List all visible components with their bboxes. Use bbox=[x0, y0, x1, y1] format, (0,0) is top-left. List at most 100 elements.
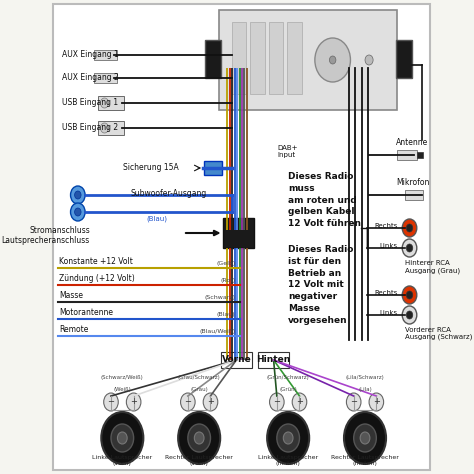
Circle shape bbox=[406, 311, 413, 319]
Text: Hinterer RCA
Ausgang (Grau): Hinterer RCA Ausgang (Grau) bbox=[405, 260, 461, 273]
Text: Dieses Radio
ist für den
Betrieb an
12 Volt mit
negativer
Masse
vorgesehen: Dieses Radio ist für den Betrieb an 12 V… bbox=[288, 245, 354, 325]
Circle shape bbox=[100, 123, 109, 133]
Text: AUX Eingang 2: AUX Eingang 2 bbox=[62, 73, 118, 82]
Circle shape bbox=[267, 412, 309, 464]
Text: Links: Links bbox=[379, 243, 397, 249]
Bar bbox=[221, 352, 252, 368]
Text: +: + bbox=[296, 398, 303, 407]
Circle shape bbox=[346, 393, 361, 411]
Text: Masse: Masse bbox=[59, 291, 83, 300]
Bar bbox=[258, 352, 289, 368]
Bar bbox=[98, 96, 124, 110]
Text: Dieses Radio
muss
am roten und
gelben Kabel
12 Volt führen: Dieses Radio muss am roten und gelben Ka… bbox=[288, 172, 361, 228]
Text: Rechter Lautsprecher
(vorn): Rechter Lautsprecher (vorn) bbox=[165, 455, 233, 466]
Text: (Lila): (Lila) bbox=[358, 388, 372, 392]
Text: Remote: Remote bbox=[59, 325, 89, 334]
Text: USB Eingang 1: USB Eingang 1 bbox=[62, 98, 118, 107]
Circle shape bbox=[270, 393, 284, 411]
Circle shape bbox=[118, 432, 127, 444]
Bar bbox=[94, 73, 117, 83]
Circle shape bbox=[71, 203, 85, 221]
Text: (Grün/Schwarz): (Grün/Schwarz) bbox=[267, 375, 310, 381]
Circle shape bbox=[402, 306, 417, 324]
Text: Stromanschluss: Stromanschluss bbox=[29, 226, 90, 235]
Text: (Grün): (Grün) bbox=[279, 388, 297, 392]
Circle shape bbox=[74, 208, 81, 216]
Text: −: − bbox=[184, 398, 191, 407]
Bar bbox=[396, 40, 412, 78]
Text: Vorne: Vorne bbox=[221, 356, 251, 365]
Circle shape bbox=[354, 424, 376, 452]
Circle shape bbox=[402, 239, 417, 257]
Bar bbox=[397, 150, 417, 160]
Text: Rechter Lautsprecher
(hinten): Rechter Lautsprecher (hinten) bbox=[331, 455, 399, 466]
Bar bbox=[205, 40, 221, 78]
Circle shape bbox=[406, 244, 413, 252]
Circle shape bbox=[111, 424, 134, 452]
Text: Linke Lautsprecher
(hinten): Linke Lautsprecher (hinten) bbox=[258, 455, 318, 466]
Circle shape bbox=[402, 219, 417, 237]
Text: Antenne: Antenne bbox=[396, 138, 428, 147]
Circle shape bbox=[104, 393, 118, 411]
Text: (Grau/Schwarz): (Grau/Schwarz) bbox=[178, 375, 220, 381]
Circle shape bbox=[360, 432, 370, 444]
Circle shape bbox=[127, 393, 141, 411]
Text: (Weiß): (Weiß) bbox=[113, 388, 131, 392]
Circle shape bbox=[365, 55, 373, 65]
Circle shape bbox=[71, 186, 85, 204]
Text: +: + bbox=[373, 398, 380, 407]
Circle shape bbox=[188, 424, 210, 452]
Circle shape bbox=[203, 393, 218, 411]
Text: Rechts: Rechts bbox=[374, 223, 397, 229]
Circle shape bbox=[406, 291, 413, 299]
Bar bbox=[250, 22, 264, 94]
Text: Motorantenne: Motorantenne bbox=[59, 308, 113, 317]
Text: +: + bbox=[130, 398, 137, 407]
Text: Zündung (+12 Volt): Zündung (+12 Volt) bbox=[59, 274, 135, 283]
Bar bbox=[219, 10, 397, 110]
Text: −: − bbox=[350, 398, 357, 407]
Circle shape bbox=[277, 424, 300, 452]
Circle shape bbox=[406, 224, 413, 232]
Circle shape bbox=[194, 432, 204, 444]
Text: −: − bbox=[273, 398, 280, 407]
Text: (Grau): (Grau) bbox=[190, 388, 208, 392]
Text: Hinten: Hinten bbox=[256, 356, 291, 365]
Circle shape bbox=[74, 191, 81, 199]
Bar bbox=[231, 22, 246, 94]
Bar bbox=[417, 152, 423, 158]
Text: USB Eingang 2: USB Eingang 2 bbox=[62, 122, 118, 131]
Circle shape bbox=[101, 412, 143, 464]
Text: (Rot): (Rot) bbox=[220, 278, 236, 283]
Text: Sicherung 15A: Sicherung 15A bbox=[123, 163, 179, 172]
Text: +: + bbox=[207, 398, 214, 407]
Circle shape bbox=[292, 393, 307, 411]
Text: (Blau/Weiß): (Blau/Weiß) bbox=[200, 329, 236, 334]
Text: Linke Lautsprecher
(vorn): Linke Lautsprecher (vorn) bbox=[92, 455, 152, 466]
Circle shape bbox=[369, 393, 383, 411]
Bar bbox=[405, 190, 423, 200]
Circle shape bbox=[181, 393, 195, 411]
Circle shape bbox=[329, 56, 336, 64]
Circle shape bbox=[100, 98, 109, 108]
Circle shape bbox=[178, 412, 220, 464]
Text: (Schwarz): (Schwarz) bbox=[205, 295, 236, 300]
Circle shape bbox=[402, 286, 417, 304]
Circle shape bbox=[283, 432, 293, 444]
Circle shape bbox=[315, 38, 350, 82]
Text: (Schwarz/Weiß): (Schwarz/Weiß) bbox=[101, 375, 144, 381]
Text: Vorderer RCA
Ausgang (Schwarz): Vorderer RCA Ausgang (Schwarz) bbox=[405, 327, 473, 340]
Text: Konstante +12 Volt: Konstante +12 Volt bbox=[59, 257, 133, 266]
Circle shape bbox=[344, 412, 386, 464]
Text: Rechts: Rechts bbox=[374, 290, 397, 296]
Bar bbox=[269, 22, 283, 94]
Bar bbox=[287, 22, 302, 94]
Text: Lautsprecheranschluss: Lautsprecheranschluss bbox=[2, 236, 90, 245]
Text: Subwoofer-Ausgang: Subwoofer-Ausgang bbox=[130, 190, 207, 199]
Text: (Blau): (Blau) bbox=[217, 312, 236, 317]
Text: AUX Eingang 1: AUX Eingang 1 bbox=[62, 49, 118, 58]
Bar bbox=[98, 121, 124, 135]
Text: (Lila/Schwarz): (Lila/Schwarz) bbox=[346, 375, 384, 381]
Text: (Blau): (Blau) bbox=[146, 216, 168, 222]
Text: Links: Links bbox=[379, 310, 397, 316]
